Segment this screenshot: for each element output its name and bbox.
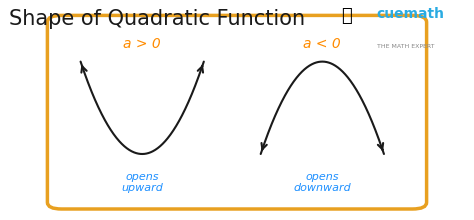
Text: opens
upward: opens upward — [121, 172, 163, 193]
Text: cuemath: cuemath — [377, 7, 445, 21]
Text: a < 0: a < 0 — [303, 37, 341, 51]
Text: Shape of Quadratic Function: Shape of Quadratic Function — [9, 9, 306, 29]
Text: 🚀: 🚀 — [341, 7, 352, 25]
FancyBboxPatch shape — [47, 15, 427, 209]
Text: opens
downward: opens downward — [293, 172, 351, 193]
Text: THE MATH EXPERT: THE MATH EXPERT — [377, 44, 434, 49]
Text: a > 0: a > 0 — [123, 37, 161, 51]
